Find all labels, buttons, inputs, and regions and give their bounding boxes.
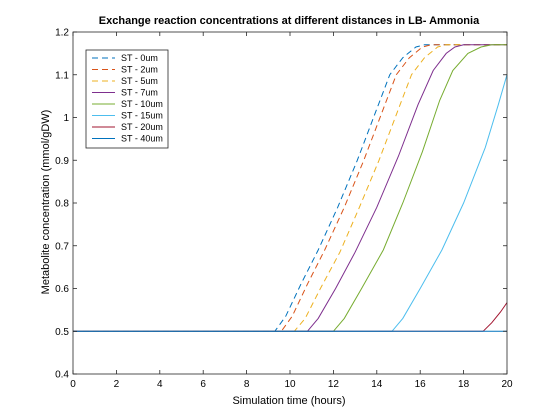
y-axis-ticks: 0.4 0.5 0.6 0.7 0.8 0.9 1 1.1 1.2 bbox=[55, 28, 507, 381]
series-line bbox=[73, 74, 508, 332]
legend-box bbox=[85, 49, 169, 149]
y-axis-label: Metabolite concentration (mmol/gDW) bbox=[40, 110, 52, 295]
x-tick-label: 18 bbox=[458, 379, 470, 390]
y-tick-label: 1.1 bbox=[55, 70, 69, 81]
x-tick-label: 14 bbox=[371, 379, 383, 390]
series-line bbox=[73, 44, 507, 332]
series-line bbox=[73, 44, 507, 332]
series-line bbox=[73, 44, 507, 332]
legend-label: ST - 20um bbox=[121, 122, 163, 132]
y-tick-label: 0.5 bbox=[55, 327, 69, 338]
series-lines bbox=[73, 44, 508, 332]
x-tick-label: 6 bbox=[200, 379, 206, 390]
x-axis-ticks: 0 2 4 6 8 10 12 14 16 18 20 bbox=[70, 32, 513, 390]
x-tick-label: 0 bbox=[70, 379, 76, 390]
x-axis-label: Simulation time (hours) bbox=[232, 395, 345, 407]
x-tick-label: 2 bbox=[114, 379, 120, 390]
x-tick-label: 20 bbox=[501, 379, 513, 390]
y-tick-label: 0.9 bbox=[55, 156, 69, 167]
legend-label: ST - 5um bbox=[121, 76, 158, 86]
y-tick-label: 0.4 bbox=[55, 370, 69, 381]
legend-label: ST - 7um bbox=[121, 88, 158, 98]
x-tick-label: 8 bbox=[244, 379, 250, 390]
y-tick-label: 0.8 bbox=[55, 199, 69, 210]
y-tick-label: 0.6 bbox=[55, 284, 69, 295]
y-tick-label: 1 bbox=[63, 113, 69, 124]
x-tick-label: 12 bbox=[328, 379, 340, 390]
y-tick-label: 0.7 bbox=[55, 241, 69, 252]
legend-label: ST - 0um bbox=[121, 53, 158, 63]
legend-label: ST - 15um bbox=[121, 111, 163, 121]
legend-label: ST - 40um bbox=[121, 134, 163, 144]
x-tick-label: 10 bbox=[284, 379, 296, 390]
y-tick-label: 1.2 bbox=[55, 28, 69, 39]
legend-label: ST - 10um bbox=[121, 99, 163, 109]
x-tick-label: 16 bbox=[415, 379, 427, 390]
chart-title: Exchange reaction concentrations at diff… bbox=[99, 15, 480, 27]
legend-label: ST - 2um bbox=[121, 65, 158, 75]
series-line bbox=[73, 44, 507, 332]
x-tick-label: 4 bbox=[157, 379, 163, 390]
